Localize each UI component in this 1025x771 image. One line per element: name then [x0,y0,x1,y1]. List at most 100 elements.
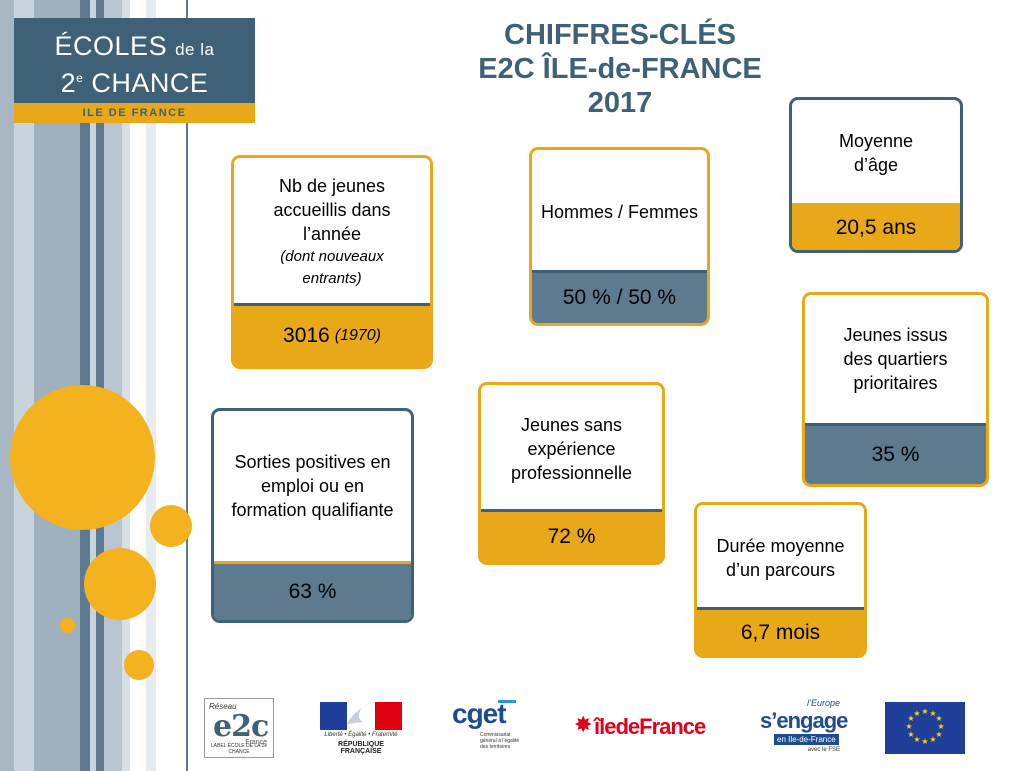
card-label: Nb de jeunes accueillis dans l’année (do… [234,158,430,306]
label-line: Sorties positives en [234,452,391,472]
decor-stripe [146,0,156,771]
label-note: entrants) [302,270,362,287]
decor-stripe [14,0,34,771]
card-value: 50 % / 50 % [532,270,707,323]
card-value: 3016 (1970) [234,303,430,366]
svg-text:★: ★ [921,707,928,716]
decor-circle-medium [84,548,156,620]
title-line-3: 2017 [587,87,653,119]
label-line: Durée moyenne [716,535,845,556]
svg-text:★: ★ [935,730,942,739]
value-main: 6,7 mois [740,620,821,644]
card-quartiers-prioritaires: Jeunes issus des quartiers prioritaires … [802,292,989,487]
card-label: Jeunes issus des quartiers prioritaires [805,295,986,423]
logo-ecoles: ÉCOLES [54,31,168,61]
eu-flag-icon: ★ ★ ★ ★ ★ ★ ★ ★ ★ ★ ★ ★ [885,702,965,754]
value-main: 50 % / 50 % [562,286,677,309]
label-line: formation qualifiante [231,500,394,520]
label-line: Hommes / Femmes [540,201,699,222]
value-main: 63 % [288,580,337,603]
card-label: Moyenne d’âge [792,100,960,206]
rf-name: RÉPUBLIQUE FRANÇAISE [338,741,384,755]
eu-line-2: s’engage [760,708,848,733]
card-hommes-femmes: Hommes / Femmes 50 % / 50 % [529,147,710,326]
svg-text:★: ★ [905,722,912,731]
logo-de-la: de la [175,40,215,59]
value-main: 3016 [283,324,330,347]
eu-line-3: en Ile-de-France [774,734,839,745]
cget-mark: cget [452,698,507,729]
republique-francaise-logo: Liberté • Égalité • Fraternité RÉPUBLIQU… [318,700,404,755]
label-line: Jeunes issus [843,325,948,345]
card-label: Jeunes sans expérience professionnelle [481,385,662,512]
logo-sup: e [76,71,84,85]
card-sans-experience: Jeunes sans expérience professionnelle 7… [478,382,665,565]
logo-number: 2 [60,68,77,98]
e2c-label: LABEL ÉCOLE DE LA 2e CHANCE [210,743,268,755]
marianne-icon [320,702,402,730]
svg-text:★: ★ [921,737,928,746]
card-value: 72 % [481,509,662,562]
label-line: prioritaires [853,373,938,393]
idf-star-icon: ✸ [574,712,593,737]
cget-sub: Commissariat général à l’égalité des ter… [480,732,520,750]
decor-circle-large [10,385,155,530]
value-main: 35 % [871,443,920,466]
card-label: Hommes / Femmes [532,150,707,273]
svg-text:★: ★ [929,709,936,718]
card-moyenne-age: Moyenne d’âge 20,5 ans [789,97,963,253]
card-value: 35 % [805,423,986,484]
europe-sengage-logo: l’Europe s’engage en Ile-de-France avec … [760,698,848,758]
label-line: d’un parcours [725,559,836,580]
decor-circle-small [60,618,75,633]
page-title: CHIFFRES-CLÉS E2C ÎLE-de-FRANCE 2017 [430,18,810,120]
label-line: accueillis dans [273,200,391,220]
title-line-1: CHIFFRES-CLÉS [504,19,736,51]
card-label: Durée moyenne d’un parcours [697,505,864,610]
e2c-reseau: Réseau [209,702,237,711]
card-value: 63 % [214,561,411,620]
e2c-france: France [245,739,267,746]
cget-bar [498,700,516,703]
label-line: Nb de jeunes [278,176,386,196]
label-line: expérience [527,438,616,459]
label-note: (dont nouveaux [280,248,384,265]
card-label: Sorties positives en emploi ou en format… [214,411,411,561]
value-main: 72 % [547,525,596,548]
card-value: 20,5 ans [792,203,960,250]
cget-logo: cget Commissariat général à l’égalité de… [450,698,522,758]
svg-text:★: ★ [913,735,920,744]
reseau-e2c-logo: Réseau e2c France LABEL ÉCOLE DE LA 2e C… [204,698,274,758]
title-line-2: E2C ÎLE-de-FRANCE [478,53,762,85]
label-line: d’âge [853,155,899,175]
decor-stripe [96,0,104,771]
e2c-idf-logo: ÉCOLES de la 2e CHANCE ILE DE FRANCE [14,18,255,123]
decor-circle-medium [150,505,192,547]
decor-circle-small [124,650,154,680]
svg-text:★: ★ [935,714,942,723]
svg-text:★: ★ [907,730,914,739]
label-line: l’année [302,224,362,244]
svg-text:★: ★ [913,709,920,718]
decor-stripe [0,0,14,771]
eu-line-4: avec le FSE [807,747,840,753]
rf-motto: Liberté • Égalité • Fraternité [324,732,398,738]
logo-chance: CHANCE [91,68,209,98]
label-line: professionnelle [510,462,633,483]
decor-vertical-line [186,0,188,771]
idf-mark: îledeFrance [594,714,706,739]
ile-de-france-logo: ✸ îledeFrance [574,712,714,742]
svg-text:★: ★ [929,735,936,744]
value-main: 20,5 ans [835,216,917,239]
label-line: Moyenne [838,131,914,151]
logo-band-label: ILE DE FRANCE [82,107,187,119]
label-line: des quartiers [843,349,948,369]
card-value: 6,7 mois [697,607,864,655]
e2c-mark: e2c [213,709,269,744]
svg-text:★: ★ [937,722,944,731]
label-line: emploi ou en [260,476,365,496]
svg-text:★: ★ [907,714,914,723]
eu-line-1: l’Europe [806,698,840,708]
value-note: (1970) [334,327,381,344]
card-jeunes-accueillis: Nb de jeunes accueillis dans l’année (do… [231,155,433,369]
